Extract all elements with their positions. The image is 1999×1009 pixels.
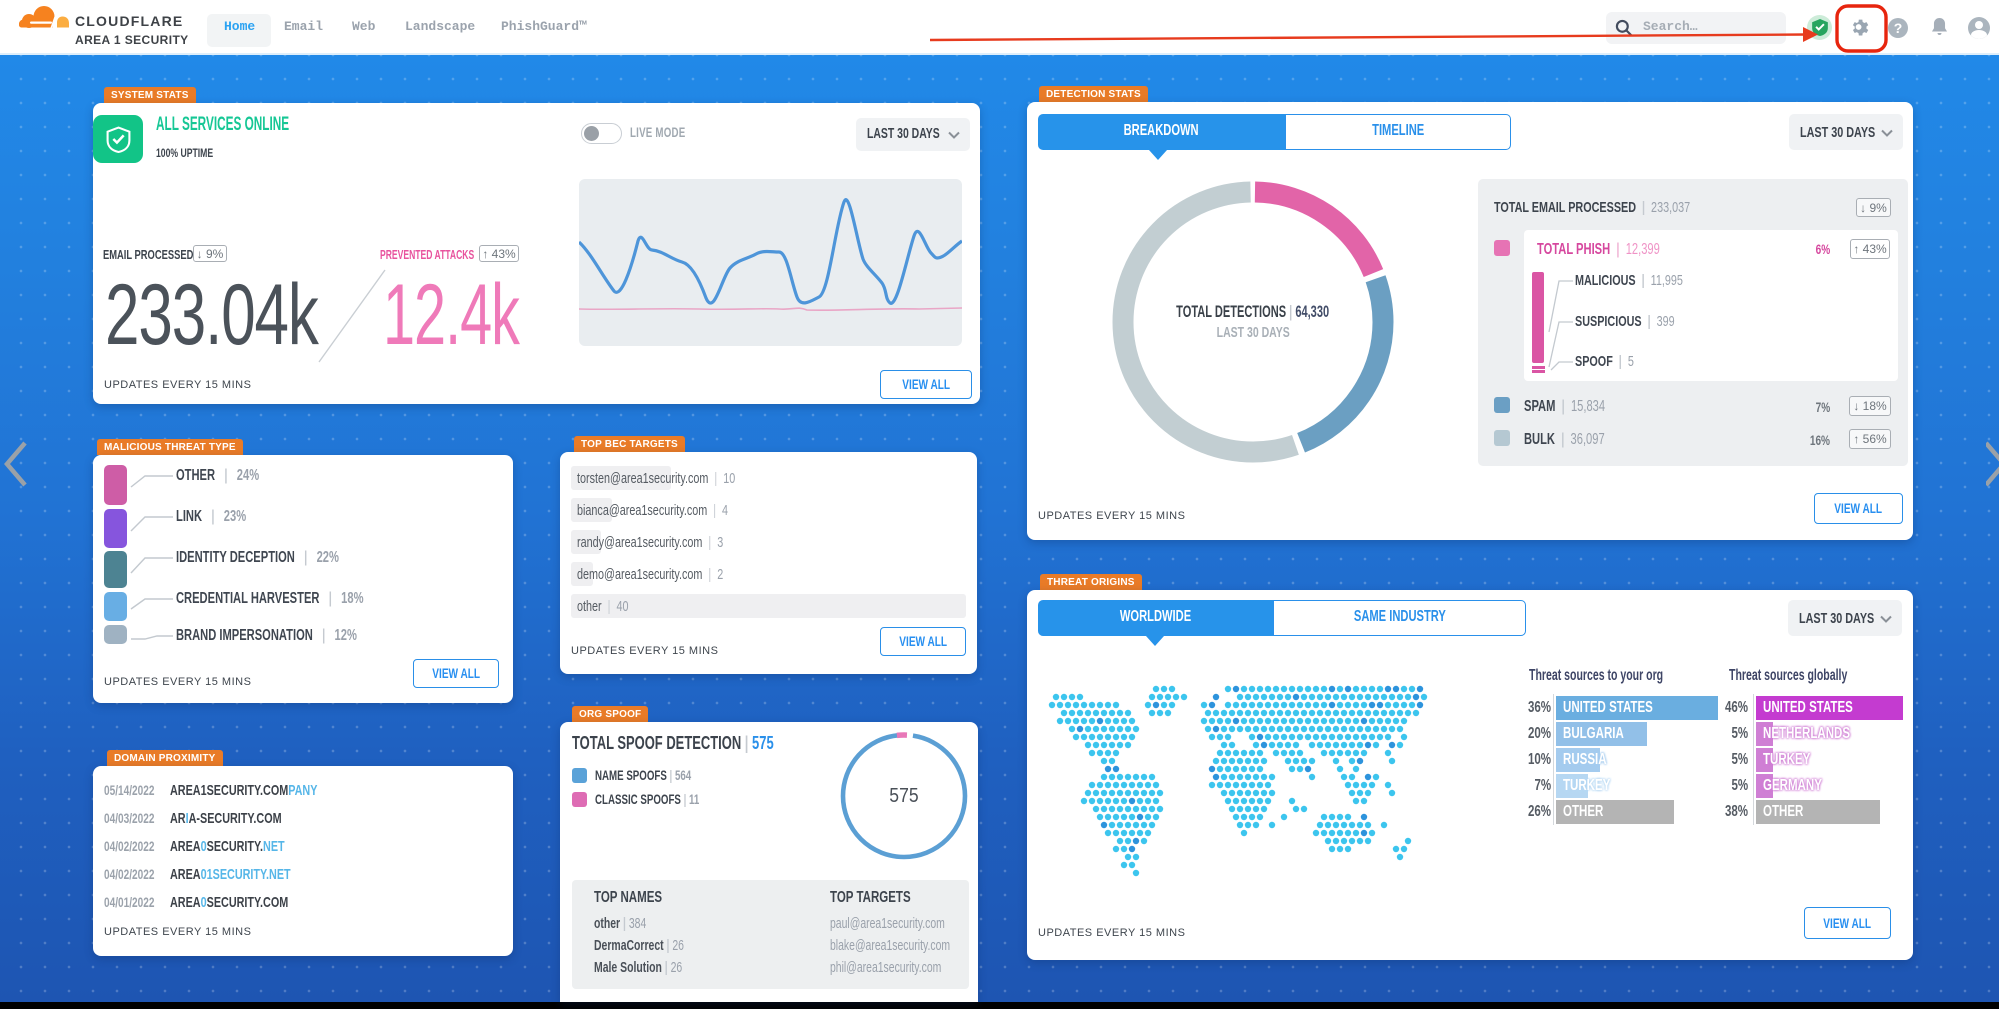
svg-text:575: 575 [889, 784, 918, 806]
